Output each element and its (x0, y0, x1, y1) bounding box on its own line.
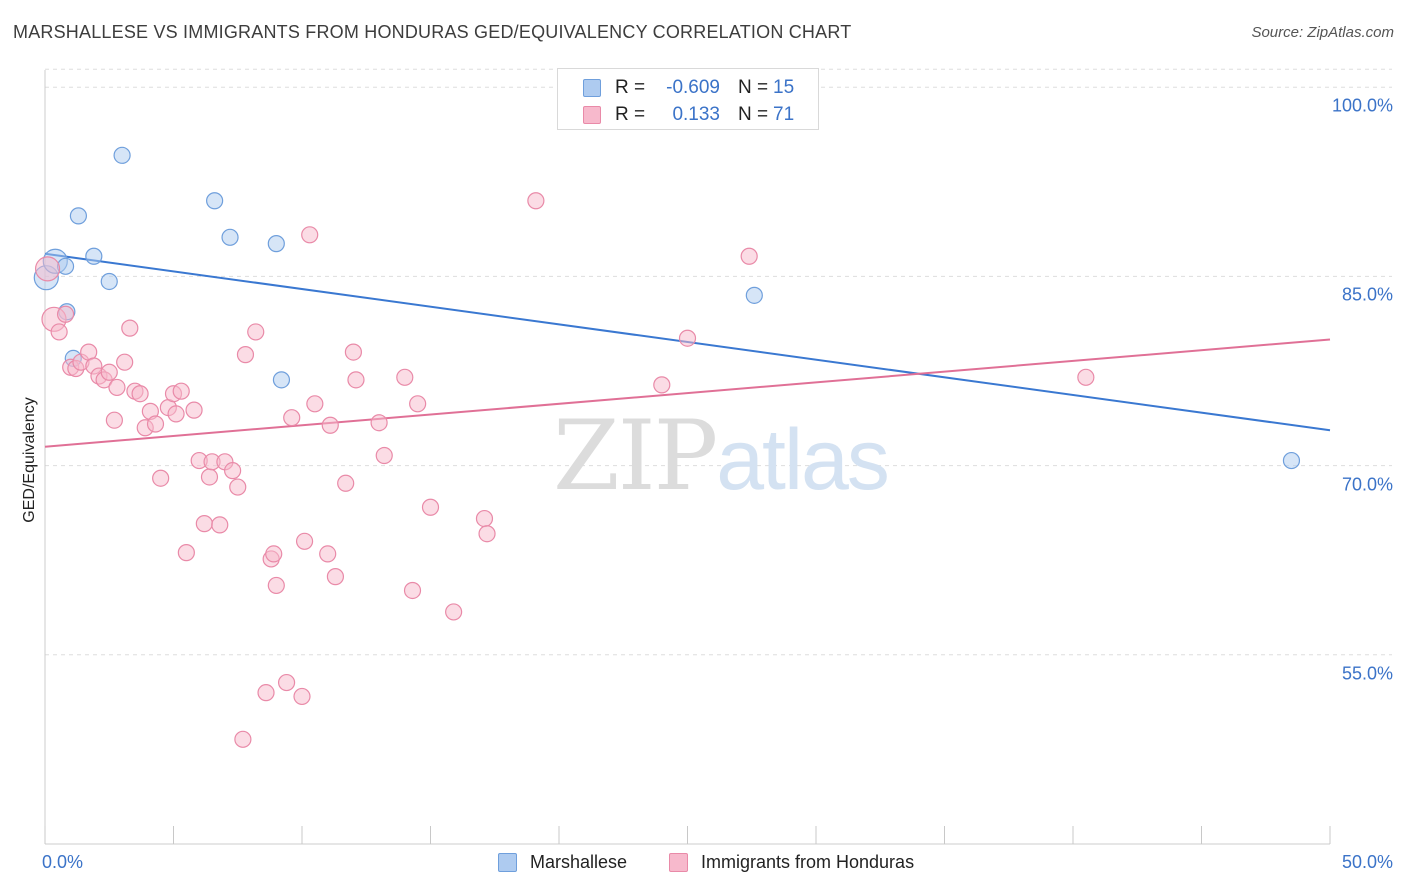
marshallese-point (113, 146, 131, 164)
honduras-point (185, 401, 203, 419)
y-axis-label: GED/Equivalency (21, 397, 38, 523)
honduras-trend-line (44, 338, 1331, 448)
watermark-atlas: atlas (716, 412, 890, 508)
watermark: ZIPatlas (553, 400, 890, 512)
honduras-point (200, 468, 219, 486)
honduras-point (678, 329, 697, 347)
legend-r-value: -0.609 (666, 77, 720, 98)
honduras-point (740, 247, 758, 265)
honduras-point (337, 474, 355, 492)
series-name: Marshallese (530, 852, 628, 872)
honduras-point (321, 416, 339, 434)
marshallese-point (745, 286, 763, 304)
honduras-point (326, 568, 345, 586)
honduras-point (396, 368, 414, 386)
watermark-zip: ZIP (553, 400, 718, 512)
honduras-point (375, 446, 393, 465)
legend-n-label: N = (738, 77, 769, 98)
honduras-point (306, 395, 324, 413)
honduras-point (344, 343, 362, 361)
honduras-point (34, 256, 61, 282)
honduras-point (56, 305, 75, 323)
honduras-point (229, 478, 247, 496)
legend-row-marshallese: R = -0.609 N = 15 (558, 73, 818, 101)
honduras-point (347, 371, 365, 389)
honduras-point (277, 673, 296, 692)
series-legend: Marshallese Immigrants from Honduras (0, 852, 1406, 876)
marshallese-point (85, 247, 103, 265)
legend-swatch-honduras (583, 106, 601, 124)
honduras-point (293, 687, 311, 706)
y-tick-label: 55.0% (1341, 663, 1393, 684)
honduras-point (1077, 368, 1095, 386)
marshallese-point (100, 272, 118, 291)
legend-r-label: R = (615, 104, 646, 125)
legend-n-value: 71 (773, 104, 795, 125)
y-tick-label: 85.0% (1341, 284, 1393, 305)
honduras-point (50, 323, 68, 341)
honduras-point (247, 323, 265, 341)
honduras-point (236, 346, 255, 364)
legend-n-label: N = (738, 104, 769, 125)
source-label: Source: ZipAtlas.com (1251, 24, 1394, 41)
series-swatch-marshallese (498, 853, 517, 872)
honduras-point (403, 581, 422, 600)
honduras-point (478, 525, 496, 543)
honduras-point (475, 509, 494, 528)
marshallese-point (206, 192, 224, 210)
marshallese-point (1282, 451, 1301, 470)
data-points (33, 77, 1301, 748)
marshallese-point (56, 257, 75, 275)
honduras-point (121, 319, 139, 337)
honduras-point (370, 414, 388, 432)
marshallese-point (221, 228, 239, 246)
honduras-point (172, 382, 190, 400)
honduras-point (319, 545, 337, 563)
legend-r-label: R = (615, 77, 646, 98)
correlation-legend: R = -0.609 N = 15 R = 0.133 N = 71 (557, 68, 819, 130)
x-tick-label-max: 50.0% (1341, 852, 1393, 872)
honduras-point (234, 730, 252, 748)
legend-r-value: 0.133 (672, 104, 720, 125)
legend-n-value: 15 (773, 77, 795, 98)
honduras-point (267, 576, 285, 595)
chart-title: MARSHALLESE VS IMMIGRANTS FROM HONDURAS … (13, 22, 852, 42)
y-tick-label: 100.0% (1331, 95, 1393, 116)
legend-swatch-marshallese (583, 79, 601, 97)
legend-row-honduras: R = 0.133 N = 71 (558, 100, 818, 128)
honduras-point (421, 498, 440, 516)
honduras-point (116, 353, 134, 371)
honduras-point (301, 226, 319, 244)
honduras-point (211, 516, 229, 534)
honduras-point (224, 462, 242, 480)
marshallese-point (69, 207, 88, 225)
honduras-point (295, 532, 314, 550)
honduras-point (195, 515, 213, 533)
marshallese-point (267, 235, 285, 253)
honduras-point (108, 378, 126, 397)
honduras-point (257, 684, 275, 702)
marshallese-point (272, 371, 291, 389)
honduras-point (167, 405, 185, 423)
honduras-point (152, 469, 170, 487)
honduras-point (445, 603, 463, 621)
honduras-point (146, 415, 165, 433)
honduras-point (131, 385, 149, 403)
honduras-point (105, 411, 123, 429)
series-swatch-honduras (669, 853, 688, 872)
x-tick-label-min: 0.0% (42, 852, 84, 872)
honduras-point (409, 395, 427, 413)
honduras-point (653, 376, 671, 394)
y-tick-label: 70.0% (1341, 474, 1393, 495)
series-name: Immigrants from Honduras (701, 852, 915, 872)
honduras-point (265, 545, 283, 563)
honduras-point (283, 409, 301, 427)
honduras-point (527, 192, 545, 210)
honduras-point (177, 544, 195, 562)
axes (44, 70, 1331, 845)
honduras-point (100, 363, 118, 381)
